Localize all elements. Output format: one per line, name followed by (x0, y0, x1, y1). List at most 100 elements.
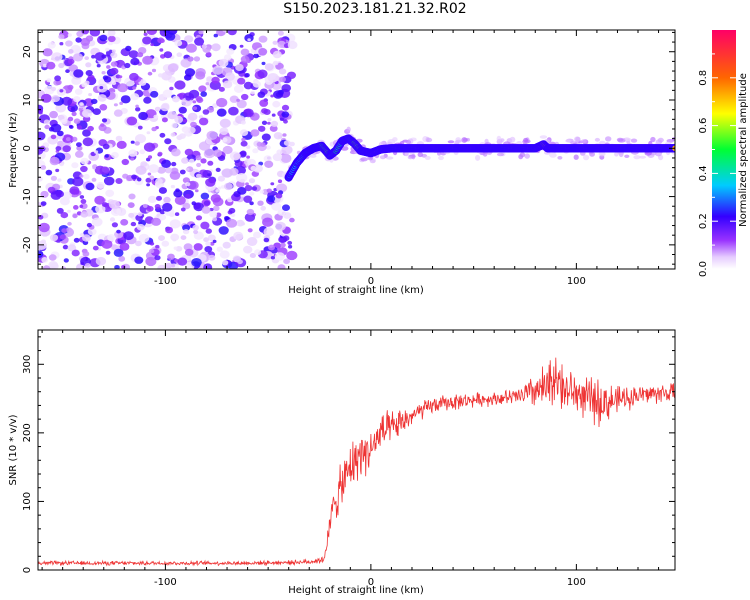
noise-blob (150, 43, 154, 47)
noise-blob (187, 126, 196, 134)
noise-blob (270, 256, 275, 260)
noise-blob (266, 188, 272, 193)
noise-blob (128, 193, 136, 200)
noise-blob (201, 44, 207, 49)
noise-blob (245, 182, 249, 186)
noise-blob (97, 94, 107, 102)
noise-blob (258, 161, 264, 166)
colorbar-tick-label: 0.0 (698, 261, 709, 277)
noise-blob (111, 81, 117, 86)
noise-blob (182, 177, 190, 184)
snr-series-line (38, 357, 675, 567)
noise-blob (137, 212, 143, 217)
noise-blob (136, 177, 142, 182)
noise-blob (173, 189, 183, 198)
noise-blob (159, 48, 164, 52)
noise-blob (157, 73, 163, 78)
noise-blob (244, 213, 256, 222)
snr-ylabel: SNR (10 * v/v) (8, 414, 19, 485)
noise-blob (157, 151, 163, 156)
noise-blob (171, 148, 181, 157)
noise-blob (237, 77, 246, 85)
noise-blob (258, 48, 268, 56)
noise-blob (154, 204, 161, 209)
halo-blob (589, 151, 595, 157)
noise-blob (80, 211, 89, 218)
noise-blob (59, 89, 64, 93)
noise-blob (258, 125, 266, 132)
x-tick-label: -100 (154, 577, 177, 588)
noise-blob (215, 189, 220, 193)
noise-blob (169, 219, 181, 229)
noise-blob (51, 95, 60, 103)
noise-blob (120, 95, 131, 104)
noise-blob (195, 96, 203, 102)
noise-blob (56, 207, 64, 214)
noise-blob (87, 125, 94, 132)
noise-blob (261, 120, 268, 126)
colorbar: 0.0 0.2 0.4 0.6 0.8 Normalized spectral ampl… (698, 30, 749, 277)
noise-blob (213, 205, 220, 211)
noise-blob (157, 166, 166, 174)
noise-blob (187, 180, 199, 190)
noise-blob (87, 74, 95, 81)
noise-blob (82, 234, 91, 242)
noise-blob (228, 106, 239, 116)
noise-blob (95, 256, 107, 266)
noise-blob (279, 117, 284, 121)
noise-blob (157, 37, 165, 44)
noise-blob (132, 86, 137, 90)
noise-blob (149, 175, 155, 180)
noise-blob (272, 100, 281, 108)
noise-blob (167, 63, 179, 72)
noise-blob (225, 72, 235, 81)
noise-blob (243, 195, 253, 203)
snr-ticks: -100 0 100 0 100 200 300 (22, 330, 675, 588)
halo-blob (447, 140, 455, 144)
noise-blob (62, 191, 72, 200)
noise-blob (42, 48, 53, 57)
noise-blob (147, 71, 153, 76)
noise-blob (173, 246, 178, 250)
noise-blob (261, 133, 271, 141)
noise-blob (145, 177, 152, 183)
noise-blob (239, 129, 249, 137)
noise-blob (240, 178, 246, 183)
noise-blob (146, 205, 154, 212)
noise-blob (63, 258, 69, 263)
noise-blob (287, 71, 296, 80)
noise-blob (91, 217, 103, 227)
noise-blob (73, 118, 81, 124)
noise-blob (87, 228, 97, 236)
spectrogram-xlabel: Height of straight line (km) (288, 285, 424, 296)
noise-blob (107, 234, 116, 242)
halo-blob (624, 137, 632, 141)
noise-blob (252, 148, 259, 154)
noise-blob (136, 223, 145, 231)
noise-blob (165, 262, 173, 269)
noise-blob (99, 86, 104, 90)
noise-blob (286, 250, 298, 261)
snr-panel: -100 0 100 0 100 200 300 Height of straight li… (8, 329, 676, 596)
halo-blob (616, 137, 624, 142)
halo-blob (404, 152, 409, 157)
noise-blob (181, 157, 189, 164)
noise-blob (148, 164, 159, 173)
halo-blob (598, 151, 606, 157)
noise-blob (253, 231, 261, 239)
noise-blob (233, 84, 244, 93)
noise-blob (180, 207, 186, 212)
noise-blob (61, 228, 68, 234)
noise-blob (262, 217, 274, 227)
halo-blob (455, 139, 462, 143)
noise-blob (246, 155, 251, 159)
noise-blob (113, 248, 124, 257)
x-tick-label: 100 (567, 577, 586, 588)
noise-blob (50, 86, 57, 92)
halo-blob (565, 139, 571, 143)
noise-blob (282, 204, 290, 211)
noise-blob (258, 35, 268, 43)
noise-blob (176, 52, 183, 57)
halo-blob (379, 155, 386, 160)
noise-blob (264, 160, 274, 168)
